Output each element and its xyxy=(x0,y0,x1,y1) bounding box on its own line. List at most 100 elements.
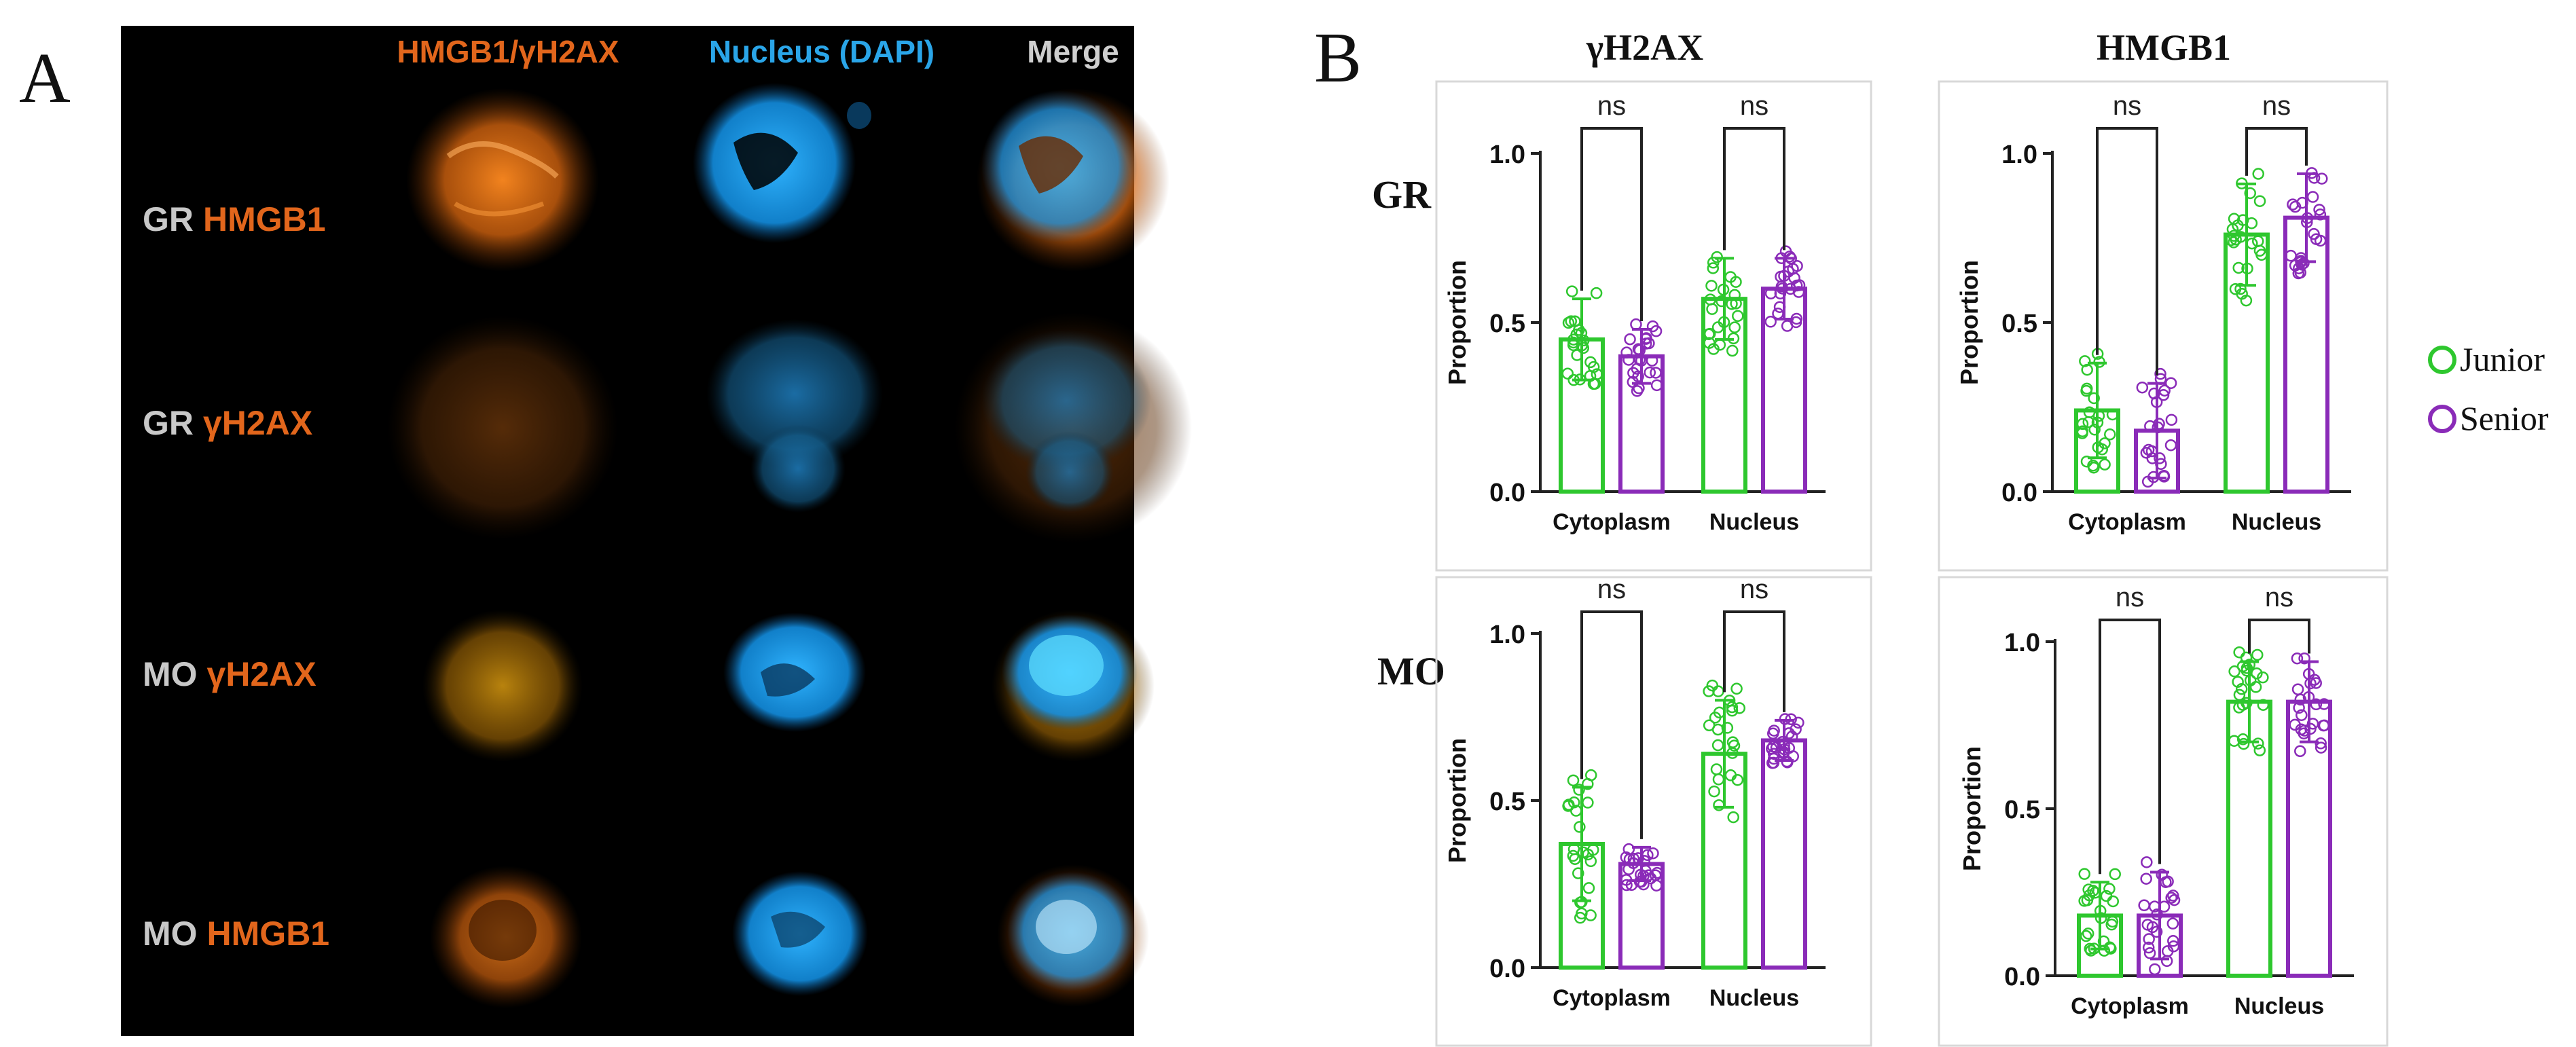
data-point xyxy=(1643,337,1655,350)
column-header-hmgb1-gh2ax: HMGB1/γH2AX xyxy=(397,34,619,69)
data-point xyxy=(1776,282,1789,295)
data-point xyxy=(2249,681,2262,693)
data-point xyxy=(1710,763,1723,775)
x-tick-label: Cytoplasm xyxy=(2071,993,2189,1019)
data-point xyxy=(1565,315,1578,327)
data-point xyxy=(1584,855,1597,868)
data-point xyxy=(2251,235,2264,247)
data-point xyxy=(2257,671,2269,684)
data-point xyxy=(2253,195,2266,207)
data-point xyxy=(1644,366,1656,379)
data-point xyxy=(1633,344,1646,356)
row-label-marker: HMGB1 xyxy=(207,915,330,953)
data-point xyxy=(2088,461,2100,474)
data-point xyxy=(2245,217,2258,229)
data-point xyxy=(2246,237,2258,250)
data-point xyxy=(1726,704,1739,717)
data-point xyxy=(2237,737,2250,750)
row-label-2: GR γH2AX xyxy=(143,404,312,442)
data-point xyxy=(2081,363,2093,376)
data-point xyxy=(2154,452,2166,464)
data-point xyxy=(2099,437,2111,449)
data-point xyxy=(2136,381,2149,394)
cell-image-mo-gh2ax-dapi xyxy=(723,612,866,732)
data-point xyxy=(2079,355,2091,367)
y-axis-label: Proportion xyxy=(1443,738,1471,863)
data-point xyxy=(1627,852,1640,865)
data-point xyxy=(2235,683,2248,695)
y-tick-label: 1.0 xyxy=(2001,141,2037,169)
data-point xyxy=(2291,683,2304,695)
data-point xyxy=(2291,652,2304,665)
data-point xyxy=(2252,168,2264,180)
row-label-mo: MO xyxy=(1377,649,1445,693)
y-tick-label: 0.0 xyxy=(1489,955,1525,983)
y-axis-label: Proportion xyxy=(1443,260,1471,385)
data-point xyxy=(2255,249,2268,261)
data-point xyxy=(1766,727,1779,740)
data-point xyxy=(1785,730,1798,743)
chart-gr-gh2ax: 0.0 0.5 1.0 Proportion Cytoplasm ns Nucleus ns xyxy=(1443,91,1826,535)
data-point xyxy=(2156,868,2168,881)
data-point xyxy=(2107,895,2120,908)
data-point xyxy=(2251,648,2264,661)
data-point xyxy=(2106,915,2119,928)
significance-label: ns xyxy=(2262,91,2291,121)
data-point xyxy=(1574,896,1586,908)
data-point xyxy=(1764,316,1777,328)
data-point xyxy=(1730,682,1743,695)
data-point xyxy=(1764,287,1777,299)
data-point xyxy=(1730,276,1742,288)
data-point xyxy=(1589,378,1601,390)
legend-marker-junior xyxy=(2428,346,2456,374)
legend: Junior Senior xyxy=(2428,340,2549,437)
data-point xyxy=(1623,853,1636,866)
significance-bracket xyxy=(2096,127,2158,375)
data-point xyxy=(2314,208,2327,221)
data-point xyxy=(2167,889,2179,902)
data-point xyxy=(1728,321,1741,333)
data-point xyxy=(1569,315,1581,327)
data-point xyxy=(2080,455,2093,468)
data-point xyxy=(1572,867,1584,879)
significance-bracket xyxy=(1723,610,1785,712)
data-point xyxy=(2082,416,2095,428)
x-tick-label: Nucleus xyxy=(2234,993,2324,1019)
data-point xyxy=(2166,917,2179,930)
significance-bracket xyxy=(2099,619,2161,875)
data-point xyxy=(1647,847,1659,860)
data-point xyxy=(2080,930,2092,942)
significance-label: ns xyxy=(1740,574,1768,604)
data-point xyxy=(2315,741,2327,754)
data-point xyxy=(2233,688,2246,701)
data-point xyxy=(1775,270,1787,283)
micrograph-background xyxy=(121,26,1134,1036)
data-point xyxy=(2289,200,2302,213)
data-point xyxy=(1646,320,1659,333)
data-point xyxy=(2143,947,2156,959)
data-point xyxy=(1707,257,1720,269)
data-point xyxy=(2164,439,2177,452)
cell-image-gr-hmgb1-marker xyxy=(406,88,599,272)
panel-a-letter: A xyxy=(19,38,71,117)
y-tick-label: 0.5 xyxy=(2004,796,2040,824)
data-point xyxy=(2141,919,2154,931)
data-point xyxy=(2167,935,2179,947)
data-point xyxy=(2078,868,2090,880)
data-point xyxy=(1561,367,1574,380)
data-point xyxy=(2150,925,2163,938)
data-point xyxy=(2103,941,2116,954)
column-title-hmgb1: HMGB1 xyxy=(2097,27,2231,68)
cell-image-gr-gh2ax-dapi xyxy=(706,319,883,513)
x-tick-label: Cytoplasm xyxy=(1553,985,1671,1011)
data-point xyxy=(2315,737,2327,750)
data-point xyxy=(2294,693,2307,706)
data-point xyxy=(1582,777,1594,790)
data-point xyxy=(1706,303,1718,315)
data-point xyxy=(1567,774,1580,787)
data-point xyxy=(2240,294,2253,307)
data-point xyxy=(1563,798,1575,811)
data-point xyxy=(1792,716,1804,729)
data-point xyxy=(2289,259,2302,272)
data-point xyxy=(1727,811,1739,824)
